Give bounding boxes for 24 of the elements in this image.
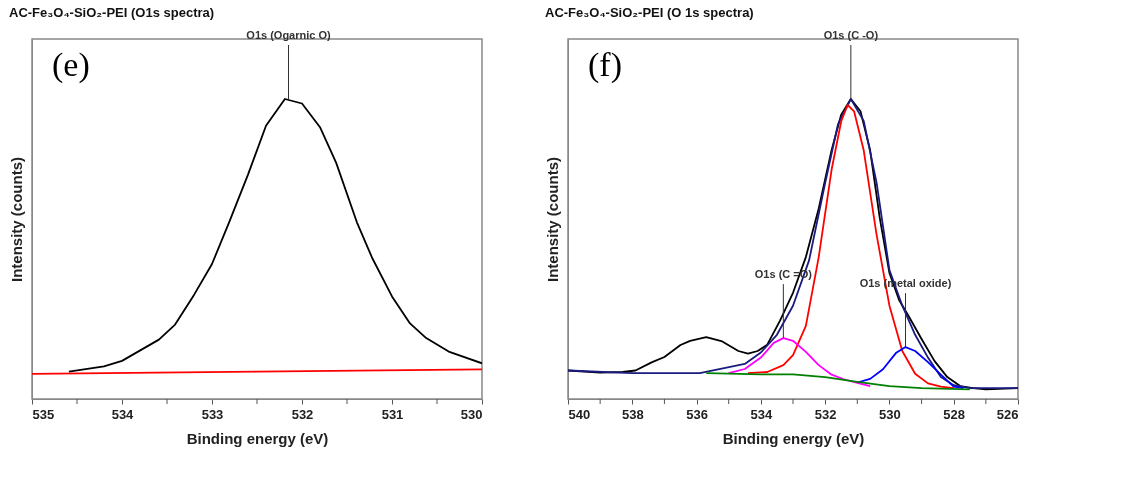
x-tick-label: 538 (621, 406, 644, 422)
x-axis-title: Binding energy (eV) (186, 429, 329, 447)
chart-title: AC-Fe₃O₄-SiO₂-PEI (O1s spectra) (9, 5, 215, 20)
x-tick-label: 535 (32, 406, 55, 422)
y-axis-title: Intensity (counts) (543, 156, 561, 283)
y-axis-title: Intensity (counts) (7, 156, 25, 283)
x-tick-label: 533 (201, 406, 224, 422)
text: (e) (52, 46, 90, 84)
annotation: O1s (C -O) (823, 29, 879, 41)
x-tick-label: 534 (750, 406, 773, 422)
chart-title: AC-Fe₃O₄-SiO₂-PEI (O 1s spectra) (545, 5, 754, 20)
x-axis-title: Binding energy (eV) (722, 429, 865, 447)
x-tick-label: 530 (460, 406, 483, 422)
x-tick-label: 530 (879, 406, 901, 422)
text: (f) (588, 46, 622, 84)
x-tick-label: 532 (814, 406, 837, 422)
x-tick-label: 532 (291, 406, 314, 422)
x-tick-label: 534 (111, 406, 135, 422)
x-tick-label: 536 (686, 406, 708, 422)
x-tick-label: 526 (996, 406, 1019, 422)
x-tick-label: 540 (568, 406, 591, 422)
x-tick-label: 531 (381, 406, 404, 422)
x-tick-label: 528 (943, 406, 966, 422)
annotation: O1s (Ogarnic O) (246, 29, 332, 41)
